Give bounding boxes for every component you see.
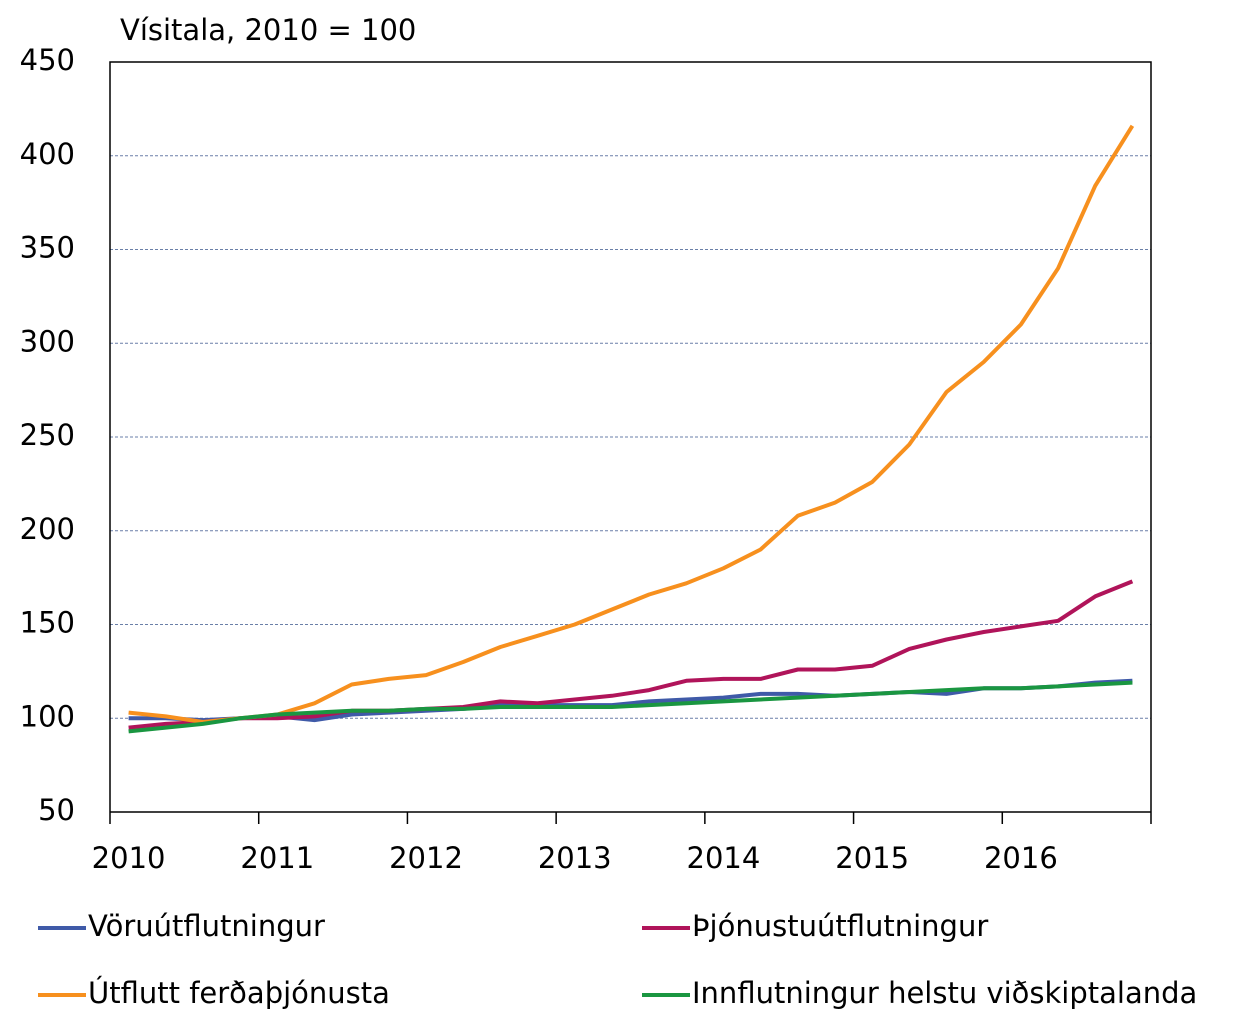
y-tick-label: 150: [20, 606, 75, 640]
y-tick-label: 350: [20, 231, 75, 265]
series-line: [128, 124, 1135, 724]
x-tick-label: 2014: [687, 841, 761, 875]
x-tick-label: 2016: [984, 841, 1058, 875]
legend-label: Vöruútflutningur: [88, 909, 325, 943]
x-tick-label: 2010: [92, 841, 166, 875]
x-tick-label: 2013: [538, 841, 612, 875]
y-tick-label: 200: [20, 512, 75, 546]
y-tick-label: 250: [20, 418, 75, 452]
series-line: [128, 579, 1134, 730]
legend-label: Innflutningur helstu viðskiptalanda: [692, 976, 1197, 1010]
x-tick-label: 2015: [835, 841, 909, 875]
legend-label: Þjónustuútflutningur: [692, 909, 988, 943]
y-axis-label: Vísitala, 2010 = 100: [120, 13, 416, 47]
series-line: [128, 680, 1133, 734]
x-tick-label: 2012: [389, 841, 463, 875]
legend-label: Útflutt ferðaþjónusta: [88, 976, 390, 1010]
y-tick-label: 300: [20, 324, 75, 358]
plot-frame: [109, 61, 1152, 812]
y-tick-label: 450: [20, 43, 75, 77]
y-tick-label: 50: [38, 793, 75, 827]
y-tick-label: 100: [20, 699, 75, 733]
y-tick-label: 400: [20, 137, 75, 171]
x-tick-label: 2011: [240, 841, 314, 875]
